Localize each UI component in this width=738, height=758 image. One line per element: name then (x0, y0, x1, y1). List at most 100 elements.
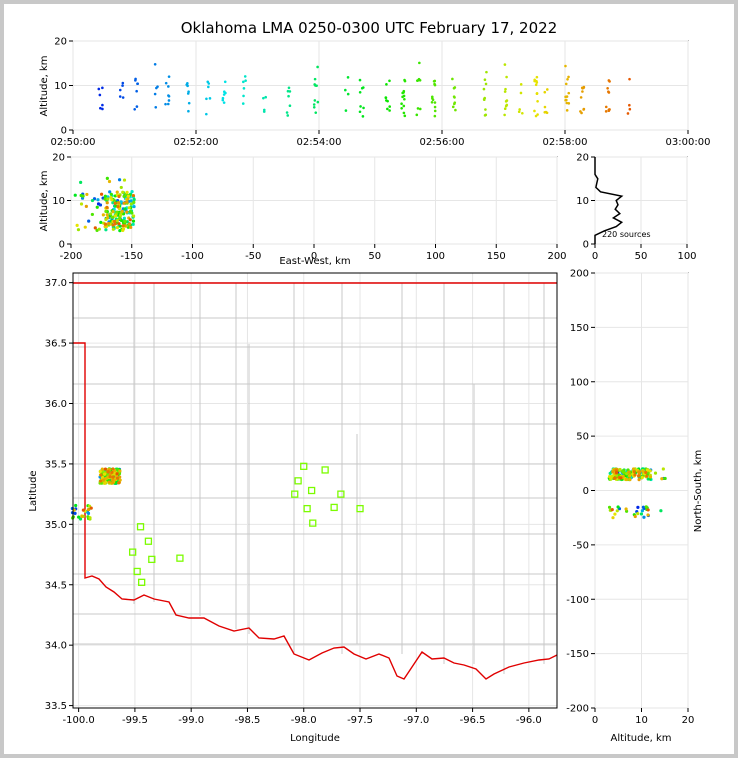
figure-title: Oklahoma LMA 0250-0300 UTC February 17, … (181, 19, 558, 37)
time-altitude-ytick-label: 10 (54, 81, 67, 92)
time-altitude-point (564, 82, 568, 86)
plan-view-point (73, 511, 77, 515)
ew-altitude-point (123, 207, 127, 211)
ew-altitude-point (90, 198, 95, 203)
time-altitude-point (186, 82, 189, 85)
time-altitude-point (628, 103, 631, 107)
time-altitude-point (433, 105, 437, 109)
time-altitude-point (579, 96, 583, 99)
ns-altitude-point (639, 512, 644, 516)
time-altitude-point (402, 94, 406, 98)
time-altitude-point (362, 86, 365, 89)
ns-altitude-point (659, 509, 663, 513)
time-altitude-point (205, 97, 208, 101)
ew-altitude-point (118, 224, 122, 228)
ew-altitude-point (115, 226, 119, 230)
time-altitude-point (384, 96, 388, 100)
ew-altitude-point (96, 198, 100, 202)
ns-altitude-point (648, 469, 652, 473)
plan-ytick-label: 33.5 (45, 701, 67, 712)
ns-altitude-ytick-label: -100 (566, 595, 589, 606)
station-marker (133, 567, 141, 576)
ns-altitude-point (610, 508, 614, 512)
time-altitude-point (607, 91, 611, 94)
plan-view-point (103, 472, 107, 476)
ns-altitude-point (644, 505, 648, 509)
ns-altitude-point (613, 476, 617, 480)
time-altitude-point (546, 88, 549, 91)
ew-altitude-point (105, 205, 109, 209)
time-altitude-point (316, 100, 320, 104)
time-altitude-point (288, 104, 292, 108)
time-altitude-point (262, 96, 265, 100)
ew-altitude-xtick-label: -50 (245, 251, 261, 262)
station-marker (148, 555, 156, 564)
time-altitude-point (543, 105, 547, 109)
plan-view-point (110, 481, 115, 485)
time-altitude-point (519, 83, 523, 86)
time-altitude-point (519, 91, 523, 95)
time-altitude-point (313, 77, 317, 81)
time-altitude-point (101, 86, 104, 90)
time-altitude-point (314, 111, 318, 114)
time-altitude-point (224, 91, 227, 95)
station-marker (176, 554, 184, 562)
ew-altitude-point (126, 197, 130, 201)
time-altitude-point (288, 90, 292, 93)
time-altitude-point (221, 96, 225, 100)
time-altitude-point (164, 81, 168, 85)
ew-altitude-point (107, 179, 112, 184)
time-altitude-point (536, 113, 539, 116)
time-altitude-point (362, 106, 365, 110)
time-altitude-point (582, 107, 586, 111)
ew-altitude-point (75, 223, 79, 227)
ew-altitude-point (121, 224, 125, 228)
ns-altitude-point (661, 467, 665, 471)
plan-ytick-label: 34.5 (45, 580, 67, 591)
time-altitude-point (430, 100, 434, 104)
plan-view-point (103, 467, 108, 471)
time-altitude-point (453, 101, 457, 104)
ew-altitude-point (116, 204, 120, 209)
ns-altitude-point (633, 473, 637, 477)
time-altitude-point (358, 91, 362, 94)
ns-altitude-point (624, 507, 628, 511)
ew-altitude-point (103, 194, 107, 198)
station-marker (136, 523, 145, 531)
time-altitude-point (244, 79, 247, 82)
station-marker (129, 548, 137, 556)
time-altitude-point (388, 79, 391, 83)
time-altitude-point (535, 92, 539, 95)
ew-altitude-point (117, 178, 122, 182)
ew-altitude-point (81, 194, 85, 198)
ew-altitude-xlabel: East-West, km (279, 256, 350, 267)
time-altitude-point (451, 105, 455, 109)
ew-altitude-point (103, 197, 107, 201)
time-altitude-point (535, 75, 539, 79)
ew-altitude-point (107, 221, 111, 226)
time-altitude-point (418, 61, 421, 65)
ns-altitude-xlabel: Altitude, km (611, 733, 672, 744)
plan-view-point (77, 515, 81, 519)
plan-view-point (101, 478, 106, 482)
station-marker (303, 504, 311, 513)
station-marker (294, 477, 302, 485)
ns-altitude-xtick-label: 10 (635, 715, 648, 726)
time-altitude-xtick-label: 02:50:00 (51, 137, 96, 148)
oklahoma-state-border (73, 282, 558, 680)
time-altitude-point (134, 77, 137, 81)
ns-altitude-point (638, 470, 642, 474)
time-altitude-point (503, 63, 507, 66)
ew-altitude-point (131, 222, 135, 226)
time-altitude-point (402, 89, 406, 93)
time-altitude-point (358, 110, 362, 114)
ew-altitude-point (105, 213, 109, 217)
time-altitude-point (608, 80, 611, 83)
plan-view-point (108, 475, 112, 479)
time-altitude-point (567, 75, 570, 79)
ns-altitude-point (637, 478, 641, 482)
plan-view-point (81, 508, 85, 512)
histogram-xtick-label: 100 (677, 251, 696, 262)
time-altitude-point (400, 102, 403, 106)
ns-altitude-ytick-label: 100 (570, 377, 589, 388)
